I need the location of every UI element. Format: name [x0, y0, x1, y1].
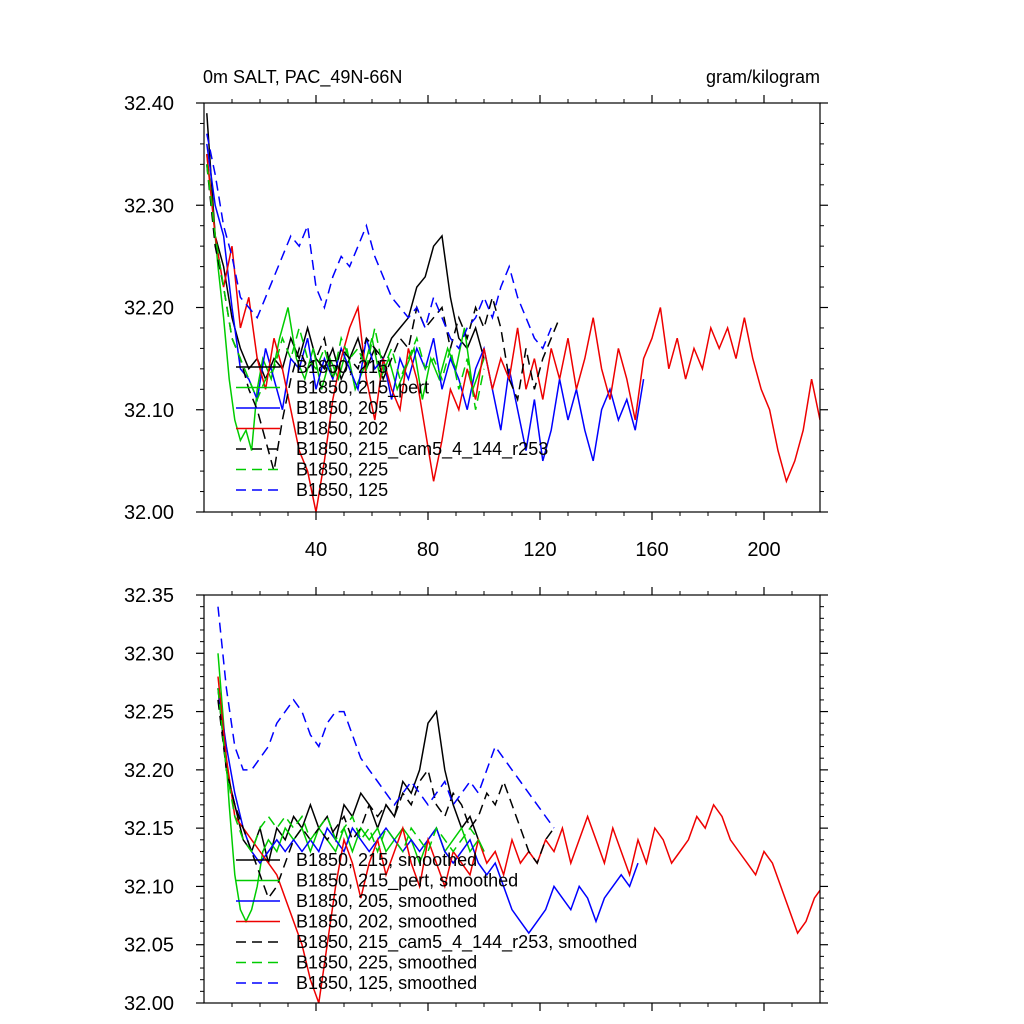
y-tick-label: 32.00: [124, 502, 174, 524]
x-tick-label: 120: [523, 539, 556, 561]
series-line-1-4: [217, 699, 555, 900]
x-tick-label: 160: [635, 539, 668, 561]
legend-label: B1850, 215_pert, smoothed: [296, 871, 518, 892]
legend-label: B1850, 215: [296, 357, 388, 377]
x-tick-label: 40: [305, 539, 327, 561]
legend-label: B1850, 215_cam5_4_144_r253: [296, 439, 548, 460]
legend-label: B1850, 125, smoothed: [296, 973, 477, 993]
series-line-0-6: [206, 133, 552, 350]
x-tick-label: 80: [417, 539, 439, 561]
series-line-1-6: [217, 606, 555, 829]
legend-label: B1850, 202, smoothed: [296, 912, 477, 932]
y-tick-label: 32.05: [124, 935, 174, 957]
y-tick-label: 32.10: [124, 400, 174, 422]
legend-label: B1850, 202: [296, 419, 388, 439]
chart-title-left: 0m SALT, PAC_49N-66N: [203, 67, 402, 88]
legend-label: B1850, 205, smoothed: [296, 891, 477, 911]
y-tick-label: 32.40: [124, 93, 174, 115]
series-line-0-5: [206, 164, 485, 410]
y-tick-label: 32.15: [124, 818, 174, 840]
legend-label: B1850, 215, smoothed: [296, 850, 477, 870]
y-tick-label: 32.30: [124, 195, 174, 217]
y-tick-label: 32.20: [124, 760, 174, 782]
x-tick-label: 200: [747, 539, 780, 561]
bottom-panel: 32.00 32.05 32.10 32.15 32.20 32.25 32.30 32.35…: [124, 585, 828, 1015]
series-line-0-1: [206, 154, 485, 451]
y-tick-label: 32.25: [124, 702, 174, 724]
y-tick-label: 32.00: [124, 993, 174, 1015]
top-panel: 32.00 32.10 32.20 32.30 32.40 40 80 120 160 200 B1…: [124, 93, 828, 561]
legend-label: B1850, 225: [296, 460, 388, 480]
legend-label: B1850, 215_cam5_4_144_r253, smoothed: [296, 932, 637, 953]
series-line-0-2: [206, 143, 645, 462]
series-line-0-0: [206, 113, 485, 382]
legend-label: B1850, 205: [296, 398, 388, 418]
series-line-1-5: [217, 688, 485, 854]
series-line-1-3: [217, 676, 820, 1003]
series-line-0-3: [206, 154, 820, 512]
y-tick-label: 32.20: [124, 298, 174, 320]
y-tick-label: 32.30: [124, 643, 174, 665]
legend-label: B1850, 125: [296, 480, 388, 500]
series-line-0-4: [206, 164, 561, 472]
chart-title-right: gram/kilogram: [706, 67, 820, 87]
y-tick-label: 32.10: [124, 876, 174, 898]
y-tick-label: 32.35: [124, 585, 174, 607]
legend-label: B1850, 215_pert: [296, 378, 429, 399]
legend-label: B1850, 225, smoothed: [296, 953, 477, 973]
